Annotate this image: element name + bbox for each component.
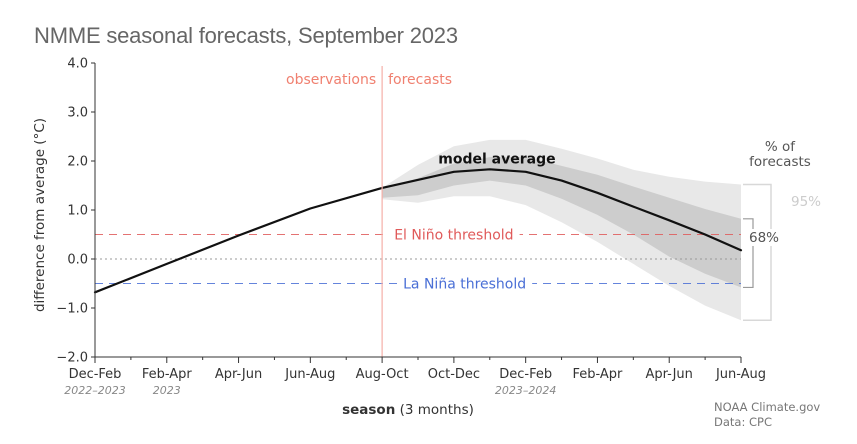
legend-95-bracket <box>743 183 772 321</box>
x-tick-label: Apr-Jun <box>646 367 693 382</box>
model-series <box>93 168 743 294</box>
y-tick-label: 3.0 <box>67 106 88 121</box>
model-average-line <box>93 168 743 294</box>
y-tick-label: 0.0 <box>67 253 88 268</box>
y-axis-label: difference from average (°C) <box>32 118 48 312</box>
x-tick-label: Oct-Dec <box>428 367 480 382</box>
y-tick-label: 1.0 <box>67 204 88 219</box>
x-axis-label-bold: season <box>342 402 395 418</box>
forecast-bands <box>382 139 741 321</box>
model-average-label: model average <box>438 151 555 167</box>
la-nina-threshold-label: La Niña threshold <box>403 277 526 293</box>
year-label: 2023–2024 <box>495 384 557 397</box>
forecasts-label: forecasts <box>388 72 452 88</box>
x-tick-label: Feb-Apr <box>572 367 623 382</box>
observations-label: observations <box>286 72 376 88</box>
x-tick-label: Dec-Feb <box>499 367 552 382</box>
legend-title-line-2: forecasts <box>749 154 811 170</box>
year-label: 2022–2023 <box>64 384 126 397</box>
x-tick-label: Jun-Aug <box>715 367 766 382</box>
x-axis-label-rest: (3 months) <box>395 402 474 418</box>
x-tick-label: Aug-Oct <box>356 367 409 382</box>
year-label: 2023 <box>153 384 181 397</box>
el-nino-threshold-label: El Niño threshold <box>394 228 513 244</box>
chart-title: NMME seasonal forecasts, September 2023 <box>34 23 458 48</box>
legend-68-label: 68% <box>749 230 779 246</box>
x-axis-label: season (3 months) <box>342 402 474 418</box>
band-68-area <box>382 157 741 288</box>
x-tick-label: Dec-Feb <box>69 367 122 382</box>
legend-title-line-1: % of <box>765 139 796 155</box>
y-tick-label: −2.0 <box>56 351 88 366</box>
band-95-area <box>382 139 741 321</box>
legend-95-label: 95% <box>791 194 821 210</box>
credit-line-2: Data: CPC <box>714 415 772 429</box>
y-tick-label: 2.0 <box>67 155 88 170</box>
y-tick-label: 4.0 <box>67 57 88 72</box>
credit-line-1: NOAA Climate.gov <box>714 400 820 414</box>
la-nina-label-bg <box>397 274 533 293</box>
x-tick-label: Jun-Aug <box>284 367 335 382</box>
x-tick-label: Feb-Apr <box>142 367 193 382</box>
threshold-lines <box>95 225 741 293</box>
legend-68-bracket <box>743 218 754 289</box>
y-tick-label: −1.0 <box>56 302 88 317</box>
el-nino-label-bg <box>388 225 520 244</box>
x-tick-label: Apr-Jun <box>215 367 262 382</box>
legend-68-label-bg <box>747 229 782 246</box>
